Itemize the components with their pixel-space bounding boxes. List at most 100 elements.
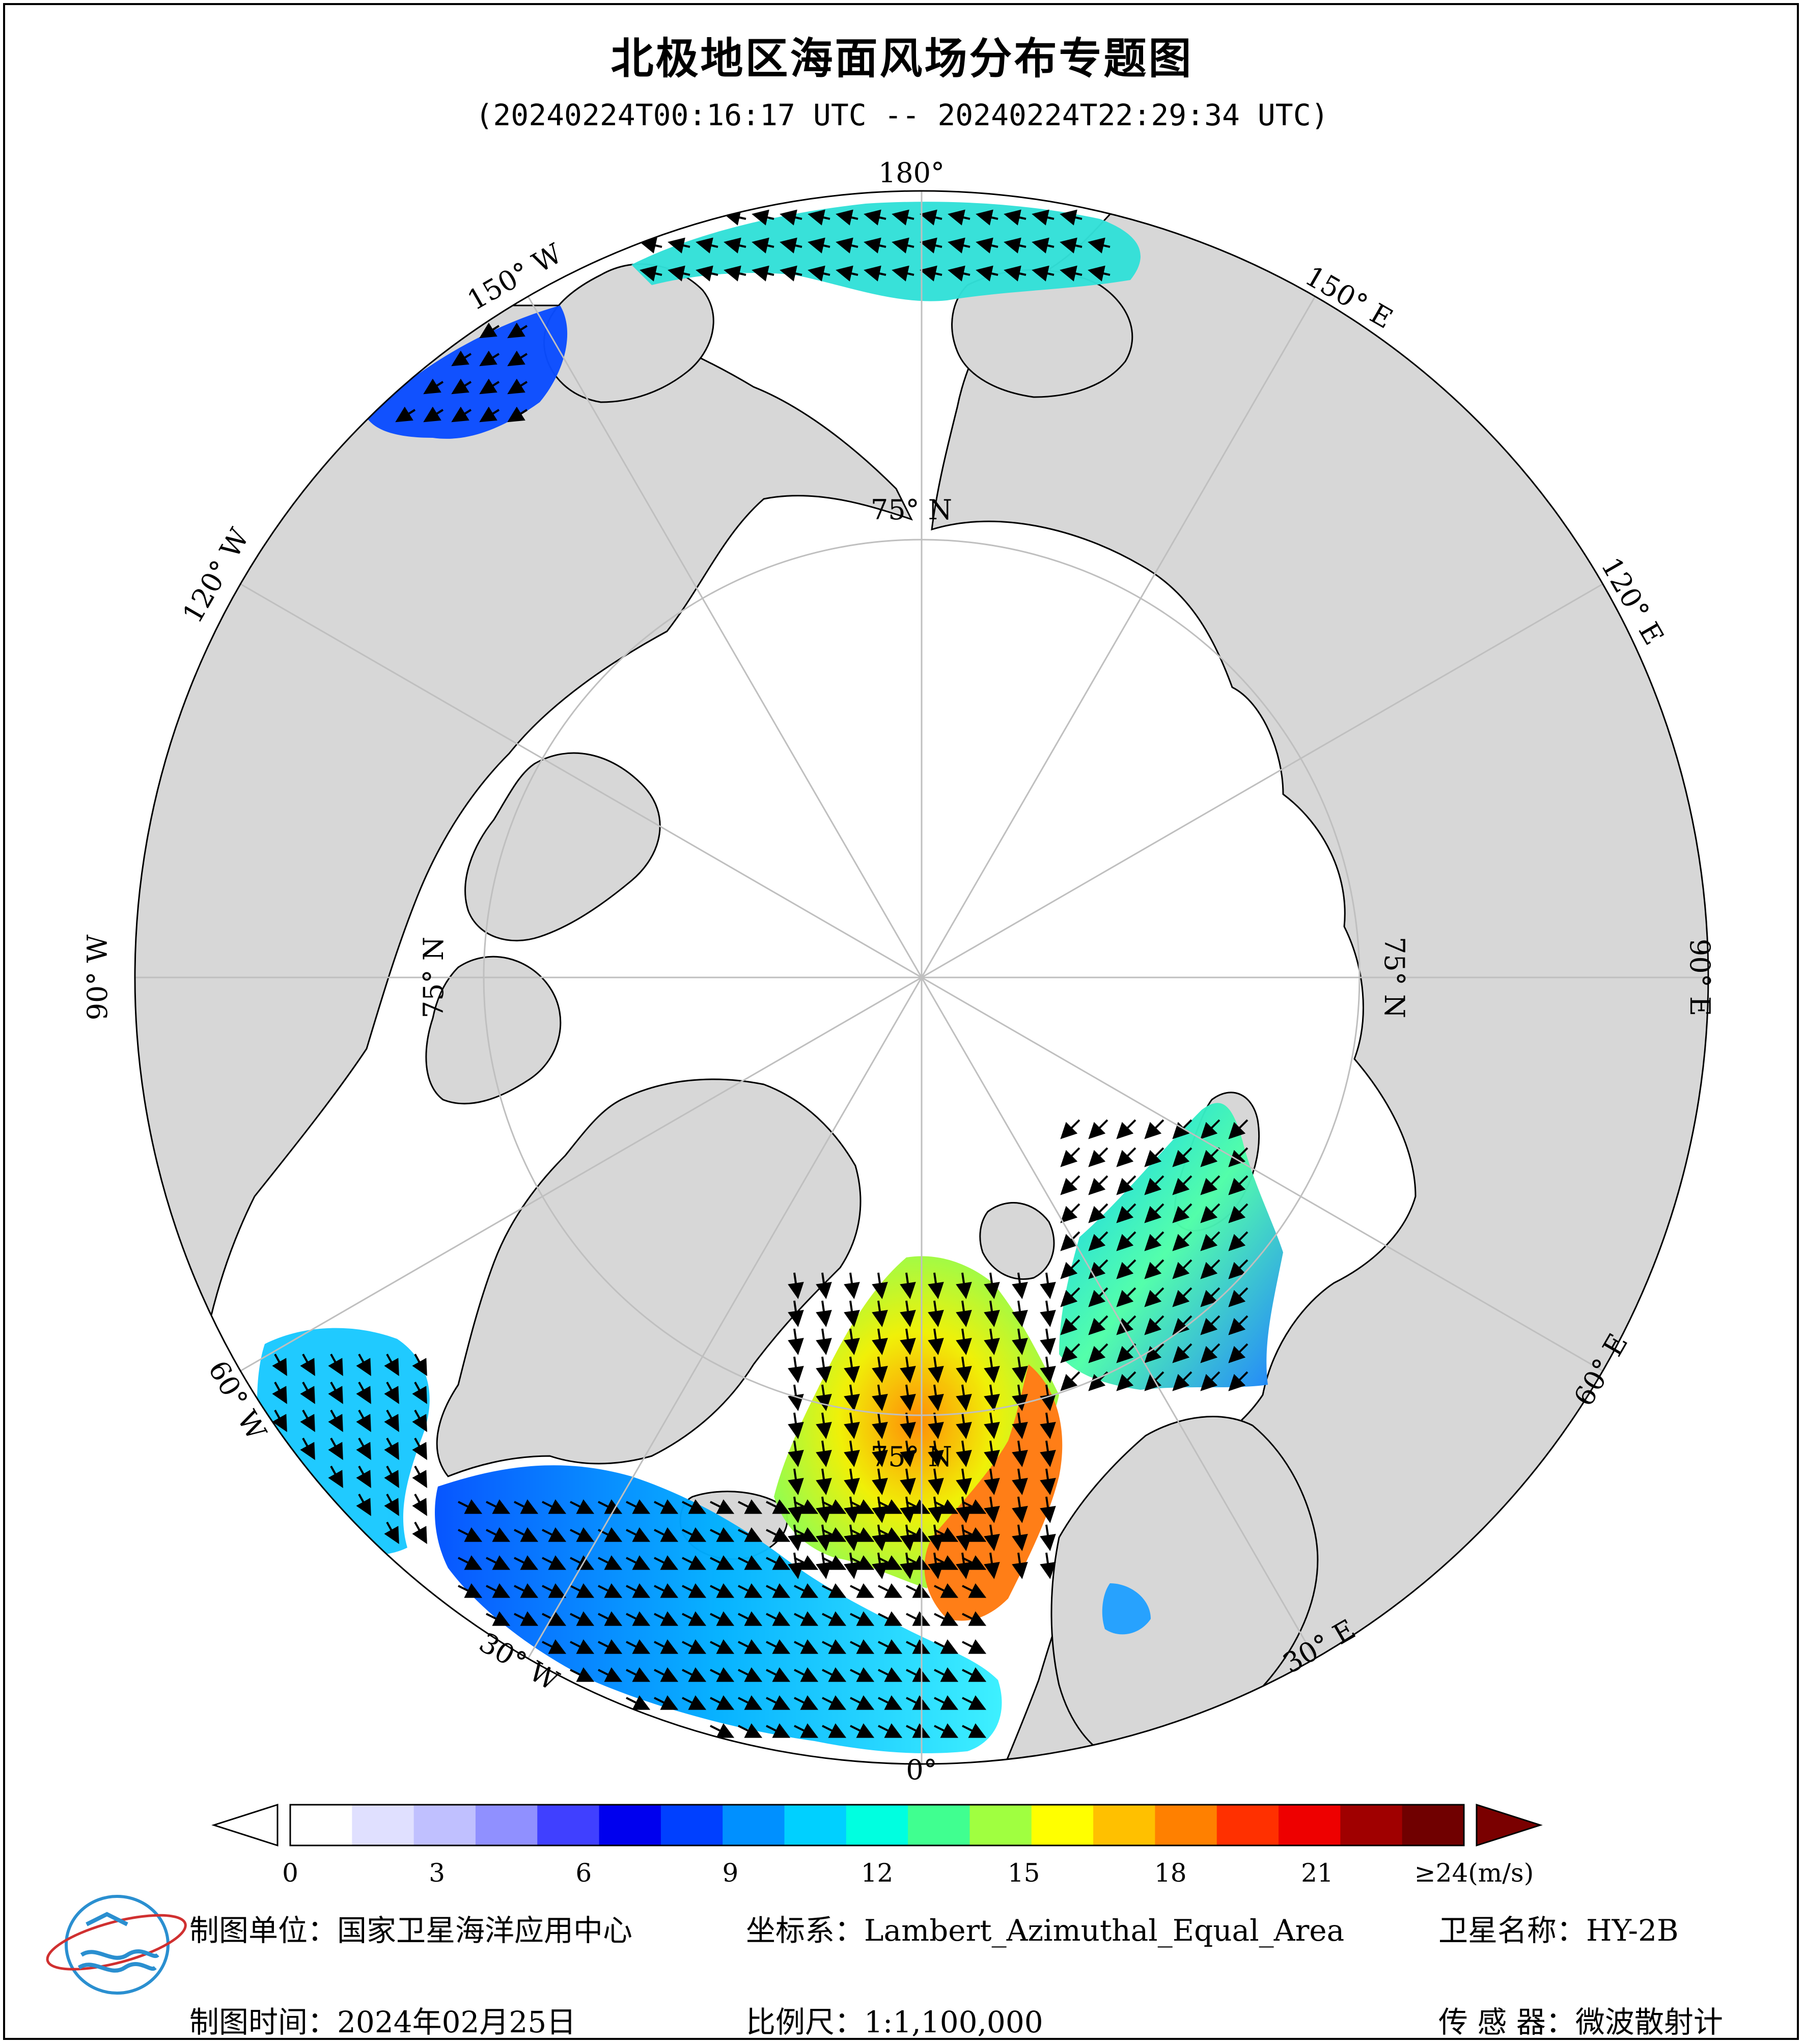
wind-vector <box>1012 1468 1028 1495</box>
wind-vector <box>984 1412 1000 1439</box>
date-value: 2024年02月25日 <box>337 2005 576 2039</box>
wind-vector <box>1088 1259 1108 1279</box>
wind-vector <box>1144 1147 1164 1167</box>
colorbar-segment <box>475 1805 538 1845</box>
wind-vector <box>1228 1259 1248 1279</box>
wind-vector <box>822 1723 847 1738</box>
wind-vector <box>486 1611 511 1626</box>
wind-vector <box>956 1524 972 1551</box>
wind-vector <box>542 1527 567 1542</box>
wind-vector <box>822 1695 847 1710</box>
wind-vector <box>654 1499 679 1514</box>
wind-vector <box>710 1667 735 1682</box>
wind-vector <box>808 237 830 254</box>
wind-vector <box>844 1468 860 1495</box>
wind-vector <box>766 1639 791 1654</box>
wind-vector <box>598 1639 623 1654</box>
graticule <box>135 191 1708 1764</box>
wind-vector <box>822 1639 847 1654</box>
wind-vector <box>514 1583 539 1598</box>
wind-vector <box>844 1440 860 1467</box>
wind-vector <box>984 1552 1000 1579</box>
wind-vector <box>780 209 802 226</box>
wind-vector <box>1116 1343 1136 1363</box>
map-disc <box>135 191 1708 1764</box>
wind-vector <box>458 1527 483 1542</box>
wind-vector <box>752 237 774 254</box>
wind-vector <box>844 1300 860 1327</box>
crs-info: 坐标系：Lambert_Azimuthal_Equal_Area <box>746 1907 1344 1949</box>
wind-vector <box>458 1555 483 1570</box>
wind-vector <box>668 265 690 282</box>
wind-vector <box>934 1611 959 1626</box>
wind-vector <box>1012 1300 1028 1327</box>
wind-vector <box>1088 1119 1108 1139</box>
wind-vector <box>423 378 444 395</box>
wind-vector <box>984 1300 1000 1327</box>
wind-vector <box>892 209 914 226</box>
wind-vector <box>976 237 998 254</box>
wind-vector <box>1172 1343 1192 1363</box>
wind-vector <box>710 1555 735 1570</box>
wind-vector <box>458 1499 483 1514</box>
wind-vector <box>724 209 746 226</box>
wind-vector <box>766 1499 791 1514</box>
colorbar-segment <box>599 1805 661 1845</box>
wind-vector <box>1060 265 1083 282</box>
wind-vector <box>626 1667 651 1682</box>
wind-vector <box>1228 1147 1248 1167</box>
wind-vector <box>788 1412 804 1439</box>
colorbar-segment <box>660 1805 724 1845</box>
wind-vector <box>850 1611 875 1626</box>
wind-vector <box>654 1555 679 1570</box>
wind-vector <box>766 1611 791 1626</box>
wind-vector <box>816 1328 832 1355</box>
wind-vector <box>1040 1412 1056 1439</box>
wind-vector <box>962 1639 987 1654</box>
wind-vector <box>816 1356 832 1383</box>
wind-vector <box>906 1583 931 1598</box>
wind-vector <box>1040 1356 1056 1383</box>
wind-vector <box>766 1583 791 1598</box>
wind-vector <box>794 1639 819 1654</box>
wind-vector <box>850 1555 875 1570</box>
wind-vector <box>272 1382 287 1404</box>
wind-vector <box>1040 1496 1056 1523</box>
wind-vector <box>1060 1259 1080 1279</box>
wind-vector <box>808 265 830 282</box>
wind-vector <box>984 1356 1000 1383</box>
wind-vector <box>864 237 886 254</box>
wind-vector <box>872 1552 888 1579</box>
wind-vector <box>872 1412 888 1439</box>
wind-vector <box>479 322 500 339</box>
wind-vector <box>928 1412 944 1439</box>
wind-vector <box>872 1440 888 1467</box>
colorbar-segment <box>290 1805 353 1845</box>
wind-vector <box>1040 1300 1056 1327</box>
wind-vector <box>1116 1287 1136 1307</box>
wind-vector <box>844 1412 860 1439</box>
scale-info: 比例尺：1:1,100,000 <box>746 1998 1043 2041</box>
wind-vector <box>766 1723 791 1738</box>
wind-vector <box>1144 1371 1164 1391</box>
wind-vector <box>300 1354 315 1376</box>
wind-vector <box>1060 1371 1080 1391</box>
wind-vector <box>948 237 970 254</box>
wind-vector <box>788 1328 804 1355</box>
wind-vector <box>1228 1203 1248 1223</box>
wind-vector <box>934 1695 959 1710</box>
wind-vector <box>1088 1147 1108 1167</box>
wind-vector <box>872 1496 888 1523</box>
colorbar-tick-label: 18 <box>1154 1858 1187 1888</box>
wind-vector <box>696 265 718 282</box>
scale-value: 1:1,100,000 <box>864 2005 1043 2039</box>
wind-vector <box>844 1272 860 1299</box>
colorbar-segment <box>1402 1805 1464 1845</box>
wind-vector <box>766 1555 791 1570</box>
wind-vector <box>766 1527 791 1542</box>
wind-vector <box>816 1272 832 1299</box>
nsoas-logo <box>46 1895 187 1995</box>
wind-vector <box>1012 1272 1028 1299</box>
wind-vector <box>816 1468 832 1495</box>
wind-vector <box>738 1667 763 1682</box>
